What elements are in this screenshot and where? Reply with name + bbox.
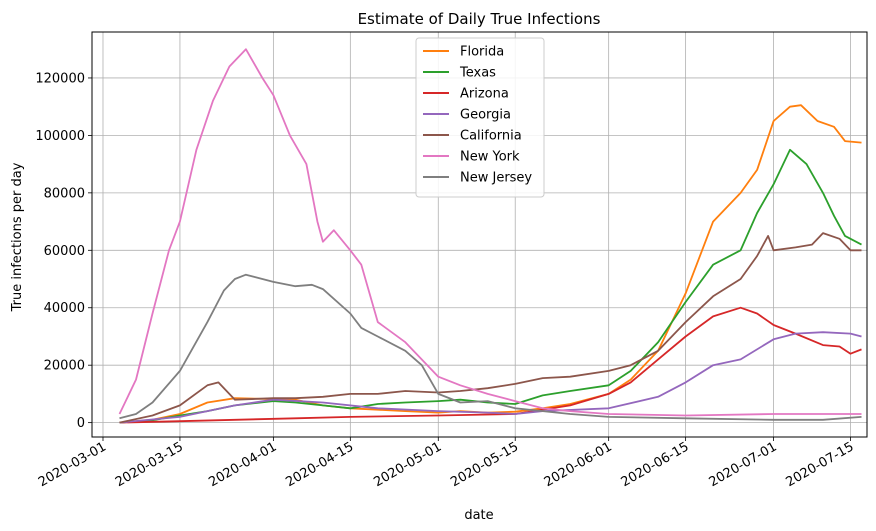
plot-frame [91, 31, 868, 438]
x-tick-label: 2020-07-01 [707, 439, 780, 490]
x-tick-label: 2020-03-01 [36, 439, 109, 490]
y-tick-label: 20000 [44, 359, 85, 374]
series-line-georgia [119, 331, 862, 424]
legend-label: California [460, 129, 522, 144]
y-tick-label: 0 [77, 416, 85, 431]
x-tick-label: 2020-07-15 [784, 439, 857, 490]
x-tick-label: 2020-06-01 [542, 439, 615, 490]
x-tick-label: 2020-03-15 [113, 439, 186, 490]
legend-label: Florida [460, 45, 504, 60]
series-line-new-york [118, 48, 862, 417]
chart-title: Estimate of Daily True Infections [358, 10, 601, 28]
x-tick-label: 2020-04-15 [283, 439, 356, 490]
x-axis-ticks: 2020-03-01 2020-03-15 2020-04-01 2020-04-15… [36, 437, 857, 490]
legend-label: Arizona [460, 87, 509, 102]
x-tick-label: 2020-05-01 [371, 439, 444, 490]
legend-label: New Jersey [460, 171, 532, 186]
x-tick-label: 2020-04-01 [206, 439, 279, 490]
y-tick-label: 100000 [35, 129, 85, 144]
y-tick-label: 60000 [44, 244, 85, 259]
legend-label: Texas [459, 66, 496, 81]
legend-box [415, 37, 545, 198]
y-axis-label: True infections per day [10, 162, 25, 312]
x-tick-label: 2020-05-15 [448, 439, 521, 490]
y-tick-label: 120000 [35, 71, 85, 86]
series-lines [118, 48, 862, 424]
y-tick-label: 40000 [44, 301, 85, 316]
series-line-arizona [119, 306, 862, 424]
series-line-new-jersey [119, 273, 862, 421]
x-tick-label: 2020-06-15 [619, 439, 692, 490]
legend-label: New York [460, 150, 520, 165]
series-line-texas [119, 148, 862, 424]
x-axis-label: date [464, 508, 493, 523]
legend-label: Georgia [460, 108, 511, 123]
y-tick-label: 80000 [44, 186, 85, 201]
y-axis-ticks: 0 20000 40000 60000 80000 100000 120000 [35, 71, 92, 431]
legend: Florida Texas Arizona Georgia California New … [415, 37, 545, 198]
series-line-california [119, 232, 862, 424]
